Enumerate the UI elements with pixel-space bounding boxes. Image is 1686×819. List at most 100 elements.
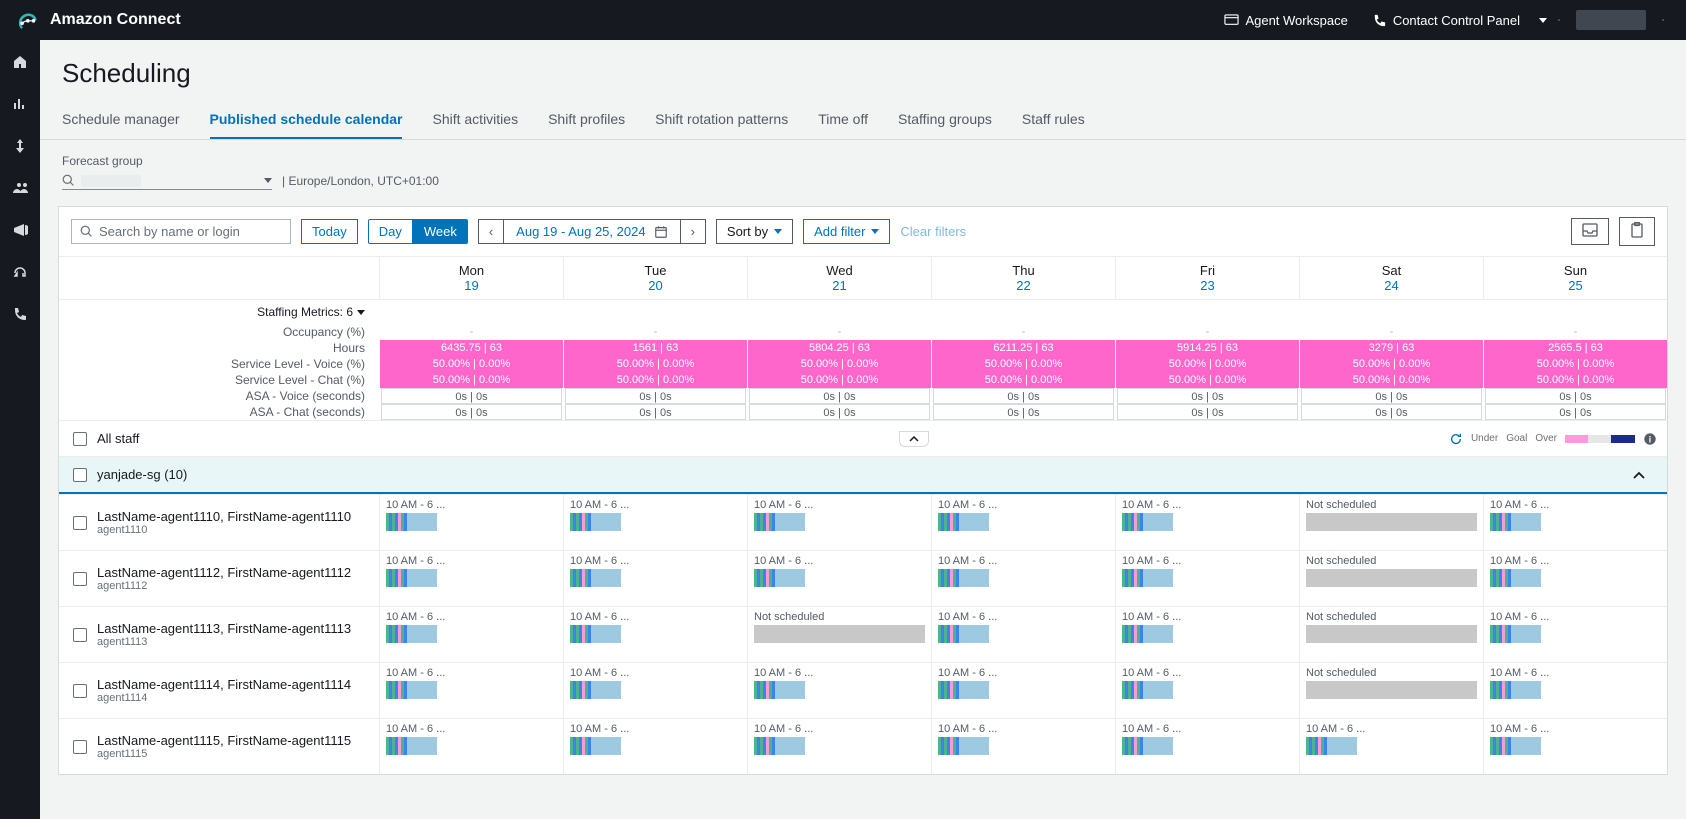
shift-bar[interactable] <box>570 681 625 699</box>
day-header[interactable]: Sat24 <box>1299 257 1483 299</box>
user-menu[interactable] <box>1576 10 1646 30</box>
agent-day-cell[interactable]: 10 AM - 6 ... <box>931 719 1115 774</box>
shift-bar[interactable] <box>754 513 809 531</box>
shift-bar[interactable] <box>1122 625 1177 643</box>
agent-workspace-link[interactable]: Agent Workspace <box>1212 0 1359 40</box>
group-checkbox[interactable] <box>73 468 87 482</box>
globe-menu[interactable] <box>1532 11 1550 29</box>
agent-day-cell[interactable]: 10 AM - 6 ... <box>1483 663 1667 718</box>
shift-bar[interactable] <box>1306 737 1361 755</box>
shift-bar[interactable] <box>754 737 809 755</box>
agent-day-cell[interactable]: Not scheduled <box>747 607 931 662</box>
agent-day-cell[interactable]: 10 AM - 6 ... <box>747 495 931 550</box>
ccp-link[interactable]: Contact Control Panel <box>1360 0 1532 40</box>
sort-by-dropdown[interactable]: Sort by <box>716 219 793 244</box>
agent-day-cell[interactable]: 10 AM - 6 ... <box>1299 719 1483 774</box>
nav-users[interactable] <box>10 178 30 198</box>
day-header[interactable]: Sun25 <box>1483 257 1667 299</box>
shift-bar[interactable] <box>570 569 625 587</box>
day-header[interactable]: Tue20 <box>563 257 747 299</box>
agent-day-cell[interactable]: 10 AM - 6 ... <box>1483 607 1667 662</box>
clipboard-button[interactable] <box>1619 217 1655 246</box>
nav-campaigns[interactable] <box>10 220 30 240</box>
agent-checkbox[interactable] <box>73 572 87 586</box>
shift-bar[interactable] <box>1490 569 1545 587</box>
agent-day-cell[interactable]: 10 AM - 6 ... <box>747 719 931 774</box>
logout-button[interactable] <box>1654 11 1672 29</box>
shift-bar[interactable] <box>386 513 441 531</box>
agent-day-cell[interactable]: 10 AM - 6 ... <box>563 719 747 774</box>
day-header[interactable]: Wed21 <box>747 257 931 299</box>
shift-bar[interactable] <box>938 737 993 755</box>
shift-bar[interactable] <box>938 513 993 531</box>
tab-staff-rules[interactable]: Staff rules <box>1022 103 1085 139</box>
tab-schedule-manager[interactable]: Schedule manager <box>62 103 180 139</box>
agent-day-cell[interactable]: 10 AM - 6 ... <box>1483 719 1667 774</box>
shift-bar[interactable] <box>1490 625 1545 643</box>
staffing-metrics-toggle[interactable]: Staffing Metrics: 6 <box>59 300 379 324</box>
agent-day-cell[interactable]: 10 AM - 6 ... <box>563 551 747 606</box>
agent-day-cell[interactable]: Not scheduled <box>1299 663 1483 718</box>
agent-day-cell[interactable]: 10 AM - 6 ... <box>931 663 1115 718</box>
collapse-group-button[interactable] <box>1633 467 1645 482</box>
forecast-group-select[interactable] <box>62 172 272 190</box>
group-row[interactable]: yanjade-sg (10) <box>59 456 1667 494</box>
shift-bar[interactable] <box>570 513 625 531</box>
agent-day-cell[interactable]: 10 AM - 6 ... <box>1115 719 1299 774</box>
shift-bar[interactable] <box>570 625 625 643</box>
nav-home[interactable] <box>10 52 30 72</box>
agent-day-cell[interactable]: 10 AM - 6 ... <box>379 719 563 774</box>
week-button[interactable]: Week <box>413 219 468 244</box>
agent-day-cell[interactable]: 10 AM - 6 ... <box>747 663 931 718</box>
shift-bar[interactable] <box>1490 681 1545 699</box>
agent-checkbox[interactable] <box>73 516 87 530</box>
agent-day-cell[interactable]: 10 AM - 6 ... <box>931 551 1115 606</box>
nav-analytics[interactable] <box>10 94 30 114</box>
search-input[interactable]: Search by name or login <box>71 219 291 244</box>
shift-bar[interactable] <box>386 569 441 587</box>
date-range-button[interactable]: Aug 19 - Aug 25, 2024 <box>504 220 679 243</box>
shift-bar[interactable] <box>938 681 993 699</box>
prev-week-button[interactable]: ‹ <box>479 220 504 243</box>
agent-day-cell[interactable]: 10 AM - 6 ... <box>1115 551 1299 606</box>
shift-bar[interactable] <box>754 681 809 699</box>
shift-bar[interactable] <box>386 625 441 643</box>
help-button[interactable]: ? <box>1550 11 1568 29</box>
tab-shift-activities[interactable]: Shift activities <box>432 103 518 139</box>
agent-day-cell[interactable]: 10 AM - 6 ... <box>1115 495 1299 550</box>
all-staff-checkbox[interactable] <box>73 432 87 446</box>
tab-shift-rotation-patterns[interactable]: Shift rotation patterns <box>655 103 788 139</box>
shift-bar[interactable] <box>386 737 441 755</box>
agent-day-cell[interactable]: 10 AM - 6 ... <box>1483 551 1667 606</box>
agent-day-cell[interactable]: 10 AM - 6 ... <box>379 551 563 606</box>
day-header[interactable]: Fri23 <box>1115 257 1299 299</box>
agent-day-cell[interactable]: Not scheduled <box>1299 607 1483 662</box>
shift-bar[interactable] <box>938 569 993 587</box>
add-filter-dropdown[interactable]: Add filter <box>803 219 890 244</box>
agent-checkbox[interactable] <box>73 684 87 698</box>
agent-day-cell[interactable]: 10 AM - 6 ... <box>563 495 747 550</box>
tab-time-off[interactable]: Time off <box>818 103 868 139</box>
agent-day-cell[interactable]: Not scheduled <box>1299 551 1483 606</box>
day-header[interactable]: Mon19 <box>379 257 563 299</box>
shift-bar[interactable] <box>754 569 809 587</box>
agent-day-cell[interactable]: 10 AM - 6 ... <box>1483 495 1667 550</box>
shift-bar[interactable] <box>1490 737 1545 755</box>
day-header[interactable]: Thu22 <box>931 257 1115 299</box>
agent-day-cell[interactable]: 10 AM - 6 ... <box>931 495 1115 550</box>
shift-bar[interactable] <box>1122 513 1177 531</box>
refresh-icon[interactable] <box>1449 432 1463 446</box>
tab-published-schedule-calendar[interactable]: Published schedule calendar <box>210 103 403 139</box>
nav-phone[interactable] <box>10 304 30 324</box>
next-week-button[interactable]: › <box>680 220 705 243</box>
agent-day-cell[interactable]: 10 AM - 6 ... <box>1115 607 1299 662</box>
nav-routing[interactable] <box>10 136 30 156</box>
agent-checkbox[interactable] <box>73 740 87 754</box>
agent-day-cell[interactable]: 10 AM - 6 ... <box>747 551 931 606</box>
agent-day-cell[interactable]: 10 AM - 6 ... <box>563 663 747 718</box>
tab-staffing-groups[interactable]: Staffing groups <box>898 103 992 139</box>
shift-bar[interactable] <box>1122 569 1177 587</box>
nav-headset[interactable] <box>10 262 30 282</box>
today-button[interactable]: Today <box>301 219 358 244</box>
agent-day-cell[interactable]: 10 AM - 6 ... <box>379 607 563 662</box>
